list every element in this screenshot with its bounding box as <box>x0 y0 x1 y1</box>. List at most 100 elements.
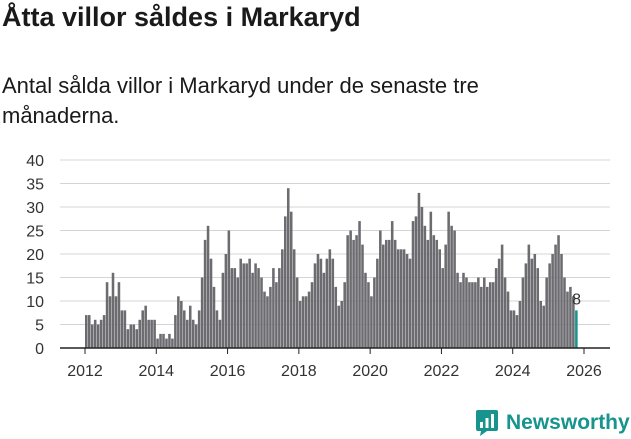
bar <box>503 277 507 348</box>
bar <box>485 286 489 348</box>
bar <box>343 282 346 348</box>
bar <box>319 258 323 348</box>
bar <box>405 254 409 348</box>
bar <box>506 291 510 348</box>
bar <box>334 286 338 348</box>
bar <box>281 249 284 348</box>
bar <box>355 235 358 348</box>
bar <box>367 282 370 348</box>
y-tick-label: 35 <box>26 177 44 194</box>
bar <box>310 282 314 348</box>
bar <box>209 258 213 348</box>
bar <box>361 244 364 348</box>
bar <box>197 310 201 348</box>
bar <box>456 272 459 348</box>
bar <box>230 268 234 348</box>
y-tick-label: 20 <box>26 247 44 264</box>
bar <box>194 324 198 348</box>
bar <box>471 282 474 348</box>
y-tick-label: 0 <box>35 341 44 358</box>
bar <box>364 272 367 348</box>
bar <box>233 268 237 348</box>
bar <box>200 277 204 348</box>
bar <box>298 301 302 348</box>
bar <box>102 315 106 348</box>
bar <box>168 333 171 348</box>
bar <box>488 282 492 348</box>
bar <box>126 329 130 348</box>
bar <box>560 254 563 348</box>
bar <box>435 239 439 348</box>
bar <box>441 268 444 348</box>
x-tick-label: 2012 <box>67 363 103 380</box>
y-axis-labels: 0 5 10 15 20 25 30 35 40 <box>26 153 44 358</box>
bar <box>521 277 525 348</box>
bar <box>289 211 293 348</box>
bar <box>132 324 136 348</box>
bar <box>313 263 317 348</box>
bar <box>111 272 115 348</box>
bar <box>554 244 557 348</box>
bar <box>376 258 379 348</box>
bar <box>266 296 269 348</box>
bar <box>500 244 504 348</box>
bar <box>393 239 397 348</box>
bar <box>183 310 186 348</box>
bar <box>477 277 480 348</box>
bar <box>90 324 94 348</box>
bar <box>384 239 388 348</box>
bar <box>307 291 311 348</box>
bar <box>569 286 572 348</box>
bar <box>450 225 453 348</box>
bar <box>221 272 225 348</box>
newsworthy-logo[interactable]: Newsworthy <box>475 408 630 438</box>
bar <box>352 239 355 348</box>
bar <box>99 319 103 348</box>
bar <box>180 301 183 348</box>
bar <box>402 249 406 348</box>
bar <box>447 211 450 348</box>
chart-subtitle: Antal sålda villor i Markaryd under de s… <box>2 73 479 128</box>
bar <box>370 296 373 348</box>
bar <box>248 258 251 348</box>
bar <box>459 282 462 348</box>
bar <box>144 305 147 348</box>
bar <box>242 263 245 348</box>
y-tick-label: 25 <box>26 224 44 241</box>
bar <box>212 286 216 348</box>
bar <box>337 305 341 348</box>
bar <box>497 258 501 348</box>
bar <box>171 338 174 348</box>
logo-text: Newsworthy <box>506 411 630 434</box>
bar <box>177 296 180 348</box>
x-tick-label: 2026 <box>566 363 602 380</box>
bar <box>453 230 456 348</box>
bar <box>96 324 100 348</box>
bar <box>518 301 522 348</box>
bar <box>515 315 519 348</box>
bar <box>322 272 326 348</box>
bar <box>153 319 156 348</box>
bar <box>512 310 516 348</box>
y-tick-label: 40 <box>26 153 44 170</box>
bar <box>331 258 335 348</box>
bar <box>316 254 320 348</box>
bar <box>432 235 436 348</box>
bar <box>420 207 424 348</box>
bar <box>278 268 281 348</box>
bar <box>141 310 144 348</box>
x-tick-label: 2014 <box>138 363 174 380</box>
chart-speech-bubble-icon <box>476 410 498 436</box>
last-value-label: 8 <box>572 291 581 308</box>
bar <box>301 296 305 348</box>
bar <box>399 249 403 348</box>
bar <box>260 277 263 348</box>
bar <box>468 282 471 348</box>
bar <box>494 268 498 348</box>
y-tick-label: 30 <box>26 200 44 217</box>
bar <box>203 239 207 348</box>
bar <box>138 319 142 348</box>
x-tick-label: 2020 <box>352 363 388 380</box>
bar <box>373 277 376 348</box>
